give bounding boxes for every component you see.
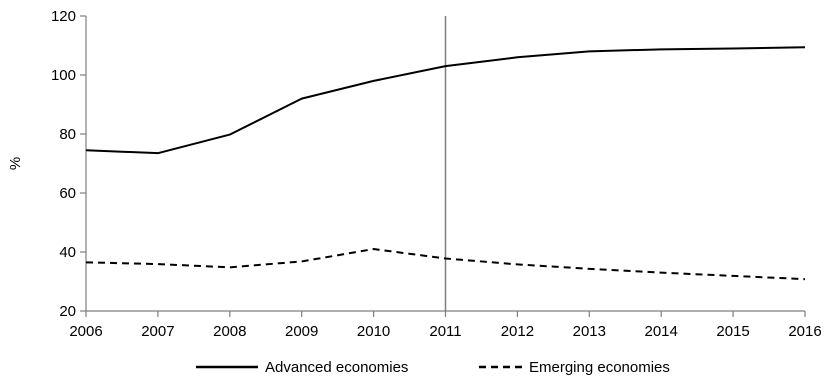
series-lines [85,46,806,281]
x-tick-label: 2014 [645,323,678,340]
x-tick-label: 2015 [716,323,749,340]
x-tick-label: 2011 [429,323,461,340]
x-tick-label: 2010 [357,323,390,340]
series-line-advanced-economies [85,46,806,155]
series-line-emerging-economies [85,248,806,281]
x-axis-ticks: 2006 2007 2008 2009 2010 2011 2012 2013 2014 2015… [69,311,822,340]
y-tick-label: 100 [51,67,76,84]
x-tick-label: 2012 [501,323,534,340]
y-tick-label: 80 [59,126,76,143]
x-tick-label: 2009 [285,323,318,340]
legend-label-emerging-economies: Emerging economies [529,359,670,376]
legend-label-advanced-economies: Advanced economies [265,359,408,376]
legend: Advanced economies Emerging economies [196,359,670,376]
y-axis-title: % [7,157,24,170]
x-tick-label: 2006 [69,323,102,340]
y-tick-label: 40 [59,244,76,261]
x-tick-label: 2016 [788,323,821,340]
x-tick-label: 2008 [213,323,246,340]
x-tick-label: 2013 [573,323,606,340]
x-tick-label: 2007 [141,323,174,340]
y-axis-ticks: 20 40 60 80 100 120 [51,8,86,320]
y-tick-label: 60 [59,185,76,202]
y-tick-label: 20 [59,303,76,320]
y-tick-label: 120 [51,8,76,25]
